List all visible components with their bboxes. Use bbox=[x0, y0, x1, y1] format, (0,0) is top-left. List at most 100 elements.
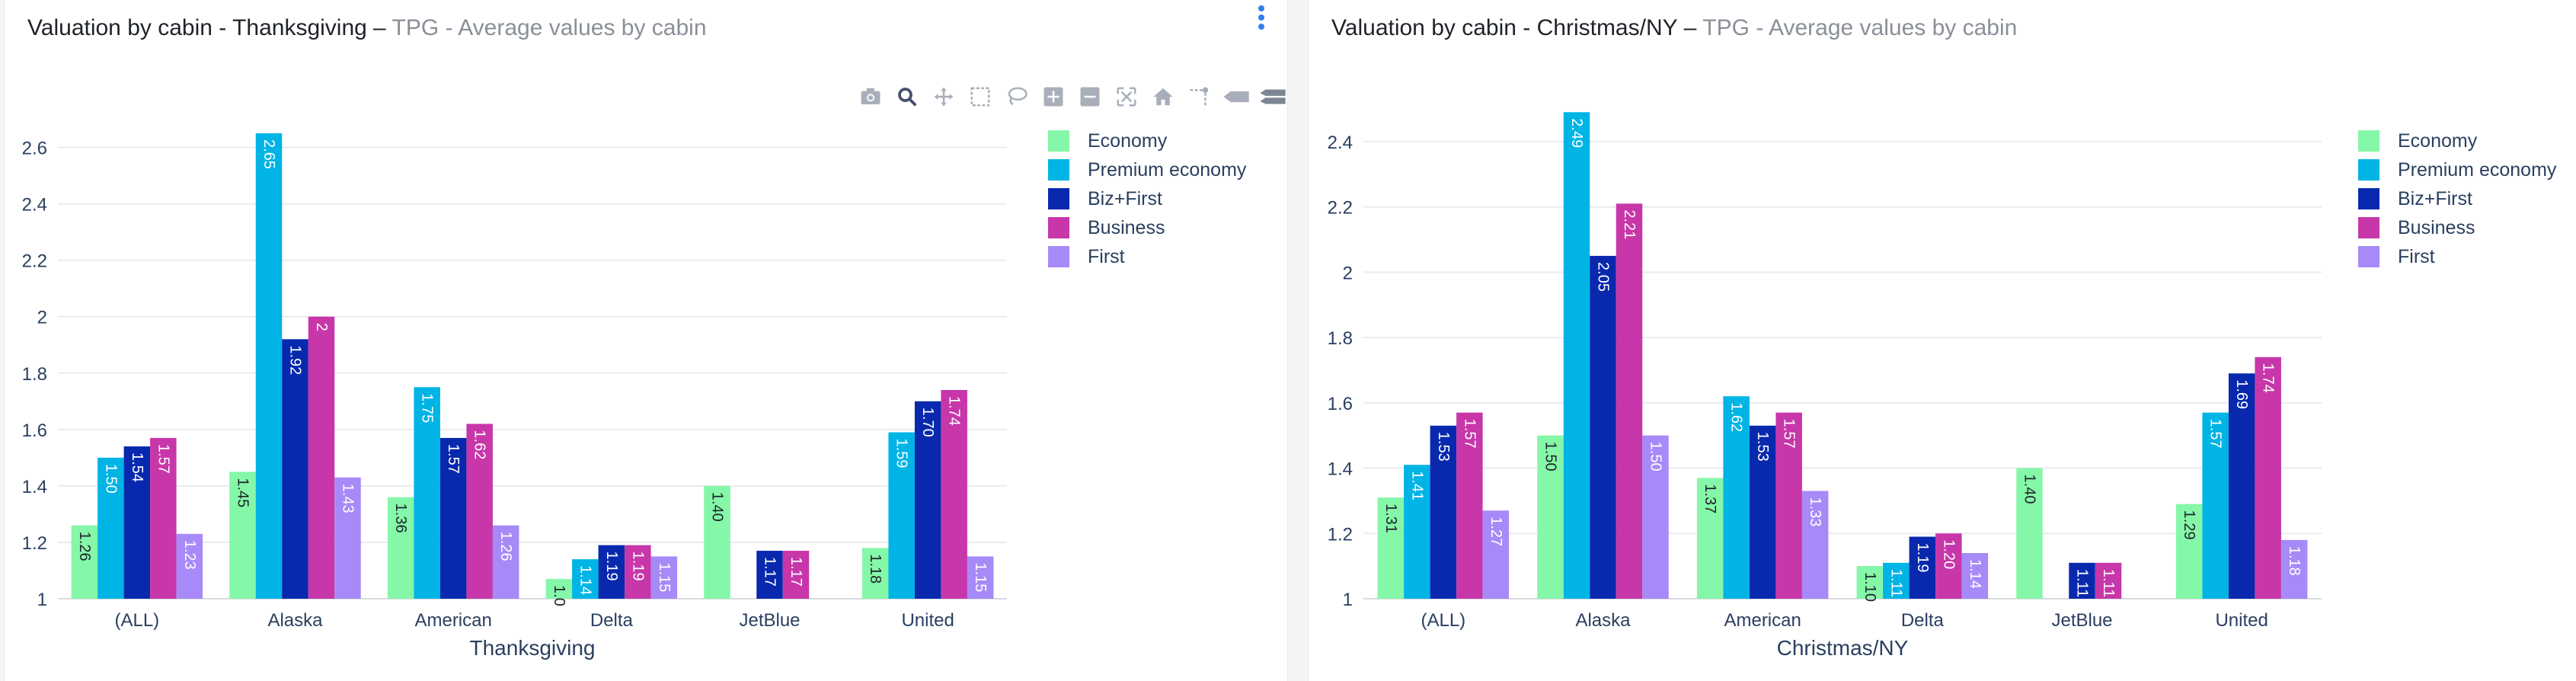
bar-biz-first[interactable] bbox=[756, 551, 783, 599]
bar-economy[interactable] bbox=[1696, 478, 1724, 599]
bar-economy[interactable] bbox=[229, 472, 256, 599]
bar-business[interactable] bbox=[941, 389, 967, 599]
bar-first[interactable] bbox=[1482, 510, 1510, 599]
bar-economy[interactable] bbox=[387, 497, 414, 599]
bar-biz-first[interactable] bbox=[1909, 536, 1936, 599]
bar-first[interactable] bbox=[176, 533, 203, 599]
bar-premium-economy[interactable] bbox=[1563, 112, 1590, 599]
bar-data-label: 1.57 bbox=[1461, 419, 1478, 449]
title-separator: – bbox=[1683, 15, 1697, 40]
bar-economy[interactable] bbox=[704, 485, 730, 599]
bar-data-label: 1.37 bbox=[1702, 484, 1718, 513]
legend-item[interactable]: Biz+First bbox=[1048, 184, 1246, 213]
zoom-icon[interactable] bbox=[893, 82, 922, 111]
bar-premium-economy[interactable] bbox=[572, 559, 599, 599]
legend-item[interactable]: Economy bbox=[2358, 126, 2556, 155]
legend-item[interactable]: Economy bbox=[1048, 126, 1246, 155]
bar-first[interactable] bbox=[492, 525, 519, 599]
bar-economy[interactable] bbox=[2016, 468, 2043, 599]
bar-biz-first[interactable] bbox=[1430, 425, 1457, 599]
x-tick-label: Alaska bbox=[267, 610, 323, 631]
legend-item[interactable]: Premium economy bbox=[1048, 155, 1246, 184]
bar-first[interactable] bbox=[967, 556, 994, 599]
legend-item[interactable]: Premium economy bbox=[2358, 155, 2556, 184]
bar-biz-first[interactable] bbox=[123, 446, 151, 599]
bar-biz-first[interactable] bbox=[1590, 255, 1616, 599]
legend-item[interactable]: First bbox=[1048, 242, 1246, 271]
legend-swatch bbox=[2358, 246, 2379, 267]
bar-first[interactable] bbox=[650, 556, 678, 599]
bar-economy[interactable] bbox=[1537, 435, 1564, 599]
bar-first[interactable] bbox=[1801, 491, 1829, 599]
bar-data-label: 1.50 bbox=[1648, 442, 1664, 472]
bar-premium-economy[interactable] bbox=[1723, 396, 1750, 599]
x-tick-label: Alaska bbox=[1575, 610, 1631, 631]
camera-icon[interactable] bbox=[856, 82, 885, 111]
bar-premium-economy[interactable] bbox=[414, 387, 440, 599]
autoscale-icon[interactable] bbox=[1112, 82, 1141, 111]
bar-business[interactable] bbox=[150, 437, 177, 599]
reset-axes-icon[interactable] bbox=[1149, 82, 1178, 111]
bar-premium-economy[interactable] bbox=[888, 432, 915, 599]
bar-business[interactable] bbox=[308, 316, 335, 599]
bar-economy[interactable] bbox=[71, 525, 98, 599]
bar-biz-first[interactable] bbox=[439, 437, 467, 599]
bar-business[interactable] bbox=[2095, 562, 2122, 599]
bar-first[interactable] bbox=[2280, 539, 2308, 599]
bar-business[interactable] bbox=[1775, 412, 1802, 599]
bar-data-label: 1.27 bbox=[1488, 516, 1504, 546]
bar-premium-economy[interactable] bbox=[1883, 562, 1910, 599]
bar-business[interactable] bbox=[466, 424, 493, 599]
bar-biz-first[interactable] bbox=[1749, 425, 1776, 599]
bar-business[interactable] bbox=[1456, 412, 1483, 599]
x-tick-label: (ALL) bbox=[114, 610, 159, 631]
zoom-out-icon[interactable] bbox=[1075, 82, 1104, 111]
bar-biz-first[interactable] bbox=[2069, 562, 2095, 599]
x-tick-label: United bbox=[901, 610, 954, 631]
bar-biz-first[interactable] bbox=[598, 545, 625, 599]
pan-icon[interactable] bbox=[929, 82, 958, 111]
legend-item[interactable]: Biz+First bbox=[2358, 184, 2556, 213]
legend-item[interactable]: Business bbox=[2358, 213, 2556, 242]
y-tick-label: 1.6 bbox=[1328, 394, 1353, 414]
bar-economy[interactable] bbox=[1377, 497, 1405, 599]
y-tick-label: 1 bbox=[1343, 590, 1353, 610]
y-tick-label: 2 bbox=[1343, 263, 1353, 283]
more-options-icon[interactable] bbox=[1257, 3, 1266, 34]
bar-business[interactable] bbox=[1616, 203, 1643, 599]
legend-item[interactable]: First bbox=[2358, 242, 2556, 271]
bar-business[interactable] bbox=[2255, 356, 2281, 599]
bar-economy[interactable] bbox=[861, 548, 889, 599]
panel-subtitle: TPG - Average values by cabin bbox=[1702, 15, 2018, 40]
box-select-icon[interactable] bbox=[966, 82, 995, 111]
bar-business[interactable] bbox=[1935, 533, 1962, 599]
hover-closest-icon[interactable] bbox=[1222, 82, 1251, 111]
bar-premium-economy[interactable] bbox=[255, 133, 283, 599]
bar-first[interactable] bbox=[1961, 552, 1989, 599]
bar-biz-first[interactable] bbox=[914, 401, 941, 599]
bar-data-label: 1.19 bbox=[603, 552, 620, 581]
bar-business[interactable] bbox=[782, 551, 810, 599]
bar-data-label: 1.92 bbox=[287, 345, 304, 375]
bar-business[interactable] bbox=[625, 545, 651, 599]
bar-first[interactable] bbox=[334, 477, 361, 599]
bar-biz-first[interactable] bbox=[2228, 373, 2255, 599]
zoom-in-icon[interactable] bbox=[1039, 82, 1068, 111]
bar-data-label: 1.74 bbox=[2260, 363, 2277, 393]
bar-premium-economy[interactable] bbox=[1404, 465, 1430, 599]
bar-data-label: 1.45 bbox=[235, 478, 251, 507]
bar-premium-economy[interactable] bbox=[97, 457, 124, 599]
bar-economy[interactable] bbox=[2175, 504, 2203, 599]
bar-biz-first[interactable] bbox=[282, 339, 308, 599]
bar-data-label: 1.43 bbox=[340, 484, 356, 513]
bar-first[interactable] bbox=[1642, 435, 1669, 599]
bar-premium-economy[interactable] bbox=[2202, 412, 2229, 599]
lasso-icon[interactable] bbox=[1002, 82, 1031, 111]
bar-economy[interactable] bbox=[1856, 566, 1884, 599]
bar-economy[interactable] bbox=[545, 579, 573, 599]
bar-data-label: 1.17 bbox=[762, 557, 778, 587]
hover-compare-icon[interactable] bbox=[1258, 82, 1287, 111]
spike-lines-icon[interactable] bbox=[1185, 82, 1214, 111]
legend-item[interactable]: Business bbox=[1048, 213, 1246, 242]
y-tick-label: 1.8 bbox=[22, 364, 47, 385]
